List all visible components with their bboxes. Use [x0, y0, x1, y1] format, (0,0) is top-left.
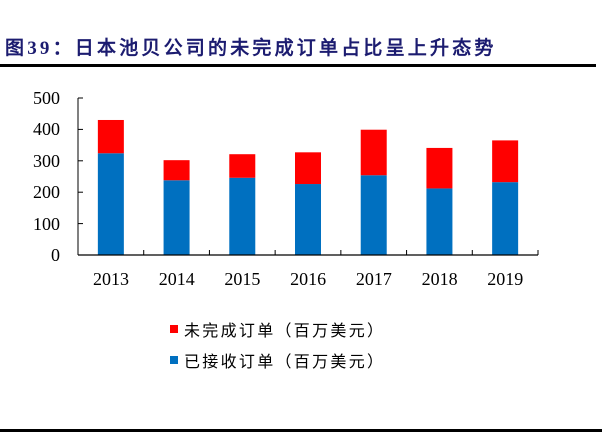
x-tick-label: 2015	[224, 269, 261, 289]
legend-label: 已接收订单（百万美元）	[184, 351, 386, 371]
y-tick-label: 0	[51, 245, 60, 265]
bar-segment	[97, 119, 124, 154]
bar-segment	[360, 129, 387, 176]
bar-segment	[492, 182, 519, 255]
x-tick-label: 2013	[93, 269, 129, 289]
title-divider	[0, 64, 596, 67]
plot-area	[77, 97, 539, 256]
legend-swatch-blue	[170, 355, 178, 364]
bar-segment	[163, 160, 190, 181]
bar-segment	[295, 184, 321, 255]
x-tick-label: 2016	[290, 269, 327, 289]
x-tick-label: 2017	[355, 269, 392, 289]
y-tick-label: 200	[33, 182, 60, 203]
legend-label: 未完成订单（百万美元）	[184, 320, 386, 340]
bar-segment	[426, 188, 453, 255]
y-tick-label: 400	[33, 119, 60, 140]
legend-item-received: 已接收订单（百万美元）	[170, 344, 385, 375]
legend-swatch-red	[170, 324, 178, 333]
bottom-divider	[0, 429, 602, 432]
x-tick-label: 2019	[487, 269, 524, 289]
bar-segment	[360, 175, 387, 255]
y-tick-label: 500	[33, 88, 60, 108]
y-tick-label: 100	[33, 213, 60, 234]
bar-segment	[163, 180, 190, 255]
bar-segment	[295, 152, 321, 185]
bar-segment	[97, 153, 124, 255]
stacked-bar-chart: 0 100 200 300 400 500 2013 2014 2015 2016 2017 201…	[33, 88, 539, 289]
legend-item-unfinished: 未完成订单（百万美元）	[170, 313, 385, 344]
legend: 未完成订单（百万美元） 已接收订单（百万美元）	[170, 313, 385, 375]
bar-segment	[229, 154, 256, 178]
y-tick-label: 300	[33, 150, 60, 171]
bar-segment	[229, 177, 256, 255]
x-tick-label: 2018	[421, 269, 458, 289]
bar-segment	[426, 147, 453, 189]
figure-title: 图39：日本池贝公司的未完成订单占比呈上升态势	[5, 38, 497, 59]
x-tick-label: 2014	[158, 269, 195, 289]
bar-segment	[492, 140, 519, 183]
